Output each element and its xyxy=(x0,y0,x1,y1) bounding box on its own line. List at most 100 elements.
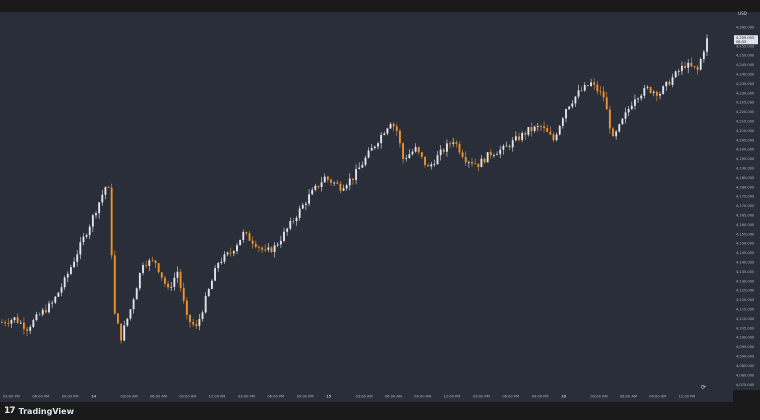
candle-body xyxy=(518,136,520,140)
candle-body xyxy=(151,260,154,262)
candle-body xyxy=(66,273,69,278)
time-axis-area[interactable] xyxy=(0,390,733,402)
candle-body xyxy=(577,90,580,97)
candle-body xyxy=(530,127,533,131)
candle-body xyxy=(536,126,539,127)
candle-body xyxy=(699,59,702,70)
price-axis[interactable]: 4,265.0004,260.0004,255.0004,250.0004,24… xyxy=(736,25,755,386)
candle-body xyxy=(179,271,182,288)
candle-body xyxy=(652,91,655,93)
candle-body xyxy=(693,66,696,67)
price-tick-label: 4,145.000 xyxy=(736,251,755,255)
candle-body xyxy=(687,62,690,68)
last-price-box xyxy=(734,35,758,45)
candle-body xyxy=(674,71,677,78)
candle-body xyxy=(98,202,101,214)
candle-body xyxy=(417,147,420,153)
candle-body xyxy=(79,242,82,255)
candle-body xyxy=(555,134,558,141)
candle-body xyxy=(54,296,57,303)
candle-body xyxy=(163,277,166,284)
candle-body xyxy=(464,157,467,163)
candle-body xyxy=(236,245,238,252)
candle-body xyxy=(414,147,417,152)
candle-body xyxy=(120,323,123,341)
candle-body xyxy=(201,312,204,319)
candle-body xyxy=(104,187,107,195)
candle-body xyxy=(107,187,110,188)
candle-body xyxy=(680,65,683,72)
candle-body xyxy=(85,235,88,237)
price-tick-label: 4,165.000 xyxy=(736,214,755,218)
candle-body xyxy=(185,300,188,315)
candle-body xyxy=(662,86,665,94)
time-tick-label: 09:00 AM xyxy=(649,395,666,399)
candle-body xyxy=(148,260,151,266)
candle-body xyxy=(257,246,260,248)
candle-body xyxy=(41,309,44,315)
footer: 17 TradingView xyxy=(0,403,760,420)
candle-body xyxy=(395,126,398,131)
candle-body xyxy=(289,221,292,229)
price-axis-area[interactable] xyxy=(733,12,760,390)
candle-body xyxy=(458,143,461,153)
candle-body xyxy=(605,97,608,110)
candle-body xyxy=(304,203,307,205)
candle-body xyxy=(154,260,157,264)
time-tick-label: 14 xyxy=(91,395,97,399)
price-tick-label: 4,150.000 xyxy=(736,242,755,246)
price-tick-label: 4,090.000 xyxy=(736,355,755,359)
candle-body xyxy=(467,161,470,163)
tradingview-logo[interactable]: 17 TradingView xyxy=(4,406,74,416)
price-tick-label: 4,265.000 xyxy=(736,25,755,29)
time-axis[interactable]: 03:00 PM 06:00 PM 09:00 PM 14 03:00 AM 06:00 … xyxy=(3,395,695,399)
candle-body xyxy=(373,146,376,148)
candle-body xyxy=(367,150,370,158)
candle-body xyxy=(364,157,367,165)
candle-body xyxy=(88,226,91,236)
plot-area[interactable] xyxy=(0,12,733,390)
price-tick-label: 4,180.000 xyxy=(736,185,755,189)
candle-body xyxy=(355,169,358,180)
time-tick-label: 03:00 AM xyxy=(121,395,138,399)
candle-body xyxy=(63,277,66,288)
currency-label[interactable]: USD xyxy=(738,11,747,16)
candle-body xyxy=(461,152,464,158)
price-tick-label: 4,160.000 xyxy=(736,223,755,227)
candle-body xyxy=(430,164,433,167)
candle-body xyxy=(580,90,583,92)
candle-body xyxy=(279,240,282,245)
candle-body xyxy=(574,96,577,104)
candle-body xyxy=(292,221,295,222)
time-tick-label: 09:00 AM xyxy=(179,395,196,399)
candle-body xyxy=(668,81,671,85)
time-tick-label: 12:00 PM xyxy=(679,395,696,399)
price-tick-label: 4,085.000 xyxy=(736,364,755,368)
time-tick-label: 03:00 PM xyxy=(3,395,20,399)
candle-body xyxy=(35,314,38,321)
candle-body xyxy=(492,154,495,156)
price-tick-label: 4,210.000 xyxy=(736,129,755,133)
candle-body xyxy=(524,132,527,135)
candle-body xyxy=(361,164,364,168)
time-tick-label: 09:00 PM xyxy=(297,395,314,399)
candle-body xyxy=(132,299,135,310)
candle-body xyxy=(160,272,163,278)
candle-body xyxy=(19,322,22,324)
candle-body xyxy=(270,247,273,253)
candle-body xyxy=(232,251,235,254)
candle-body xyxy=(549,131,552,135)
candle-body xyxy=(696,66,699,70)
candle-body xyxy=(276,244,279,246)
price-tick-label: 4,105.000 xyxy=(736,326,755,330)
candle-body xyxy=(73,261,76,268)
candle-body xyxy=(442,149,445,152)
tradingview-wordmark: TradingView xyxy=(18,406,74,416)
price-tick-label: 4,125.000 xyxy=(736,289,755,293)
candle-body xyxy=(612,128,614,137)
candle-body xyxy=(599,91,602,92)
price-tick-label: 4,205.000 xyxy=(736,138,755,142)
candle-body xyxy=(543,126,546,129)
candle-body xyxy=(198,318,201,327)
